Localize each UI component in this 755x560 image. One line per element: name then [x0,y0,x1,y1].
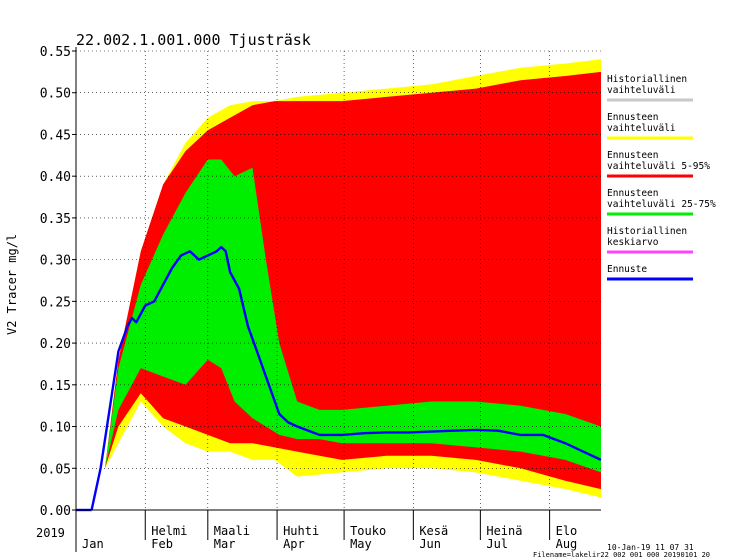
y-tick-label: 0.15 [40,379,71,394]
footer-filename: Filename=lakelir22 002 001 000 20190101 … [533,551,710,559]
y-tick-label: 0.05 [40,462,71,477]
legend-label-historiallinen-keskiarvo: Historiallinen [607,226,687,237]
y-tick-label: 0.35 [40,212,71,227]
x-month-label-fi: Elo [556,524,578,538]
x-month-label-fi: Huhti [283,524,319,538]
legend-label-historiallinen-keskiarvo-line2: keskiarvo [607,237,659,248]
y-tick-label: 0.40 [40,170,71,185]
y-tick-label: 0.30 [40,254,71,269]
x-month-label-en: Feb [151,537,173,551]
x-month-label-en: May [350,537,372,551]
grid-layer [76,50,601,510]
x-month-label-fi: Touko [350,524,386,538]
footer-timestamp: 10-Jan-19 11 07 31 [607,543,694,552]
x-month-label-fi: Kesä [419,524,448,538]
y-tick-label: 0.45 [40,128,71,143]
x-month-label-en: Jan [82,537,104,551]
legend-label-ennusteen-vaihteluv-li-line2: vaihteluväli [607,123,676,134]
y-tick-label: 0.20 [40,337,71,352]
legend-label-historiallinen-vaihteluv-li-line2: vaihteluväli [607,85,676,96]
x-month-label-en: Jul [486,537,508,551]
y-tick-label: 0.10 [40,421,71,436]
legend-label-ennusteen-vaihteluv-li-25-75-line2: vaihteluväli 25-75% [607,199,716,210]
y-tick-label: 0.50 [40,87,71,102]
x-month-label-fi: Maali [214,524,250,538]
y-tick-label: 0.55 [40,45,71,60]
legend-label-ennusteen-vaihteluv-li-25-75: Ennusteen [607,188,658,199]
x-month-label-en: Aug [556,537,578,551]
legend: HistoriallinenvaihteluväliEnnusteenvaiht… [607,74,716,281]
legend-label-historiallinen-vaihteluv-li: Historiallinen [607,74,687,85]
legend-label-ennusteen-vaihteluv-li-5-95-line2: vaihteluväli 5-95% [607,161,710,172]
legend-label-ennusteen-vaihteluv-li-5-95: Ennusteen [607,150,658,161]
legend-label-ennusteen-vaihteluv-li: Ennusteen [607,112,658,123]
y-tick-label: 0.25 [40,295,71,310]
bands-layer [91,59,601,511]
ticks-layer: 0.00 0.05 0.10 0.15 0.20 0.25 0.30 0.35 0.40 0.45… [40,45,578,551]
line-ennuste [90,245,602,511]
band-ennusteen-vaihteluv-li-25-75 [91,159,601,510]
x-month-label-en: Jun [419,537,441,551]
axes-layer [75,47,601,552]
legend-label-ennuste: Ennuste [607,264,647,275]
x-month-label-en: Apr [283,537,305,551]
y-tick-label: 0.00 [40,504,71,519]
chart-title: 22.002.1.001.000 Tjusträsk [76,31,311,49]
x-month-label-en: Mar [214,537,236,551]
x-month-label-fi: Helmi [151,524,187,538]
y-axis-label: V2 Tracer mg/l [5,234,19,335]
x-month-label-fi: Heinä [486,524,522,538]
year-label: 2019 [36,526,65,540]
